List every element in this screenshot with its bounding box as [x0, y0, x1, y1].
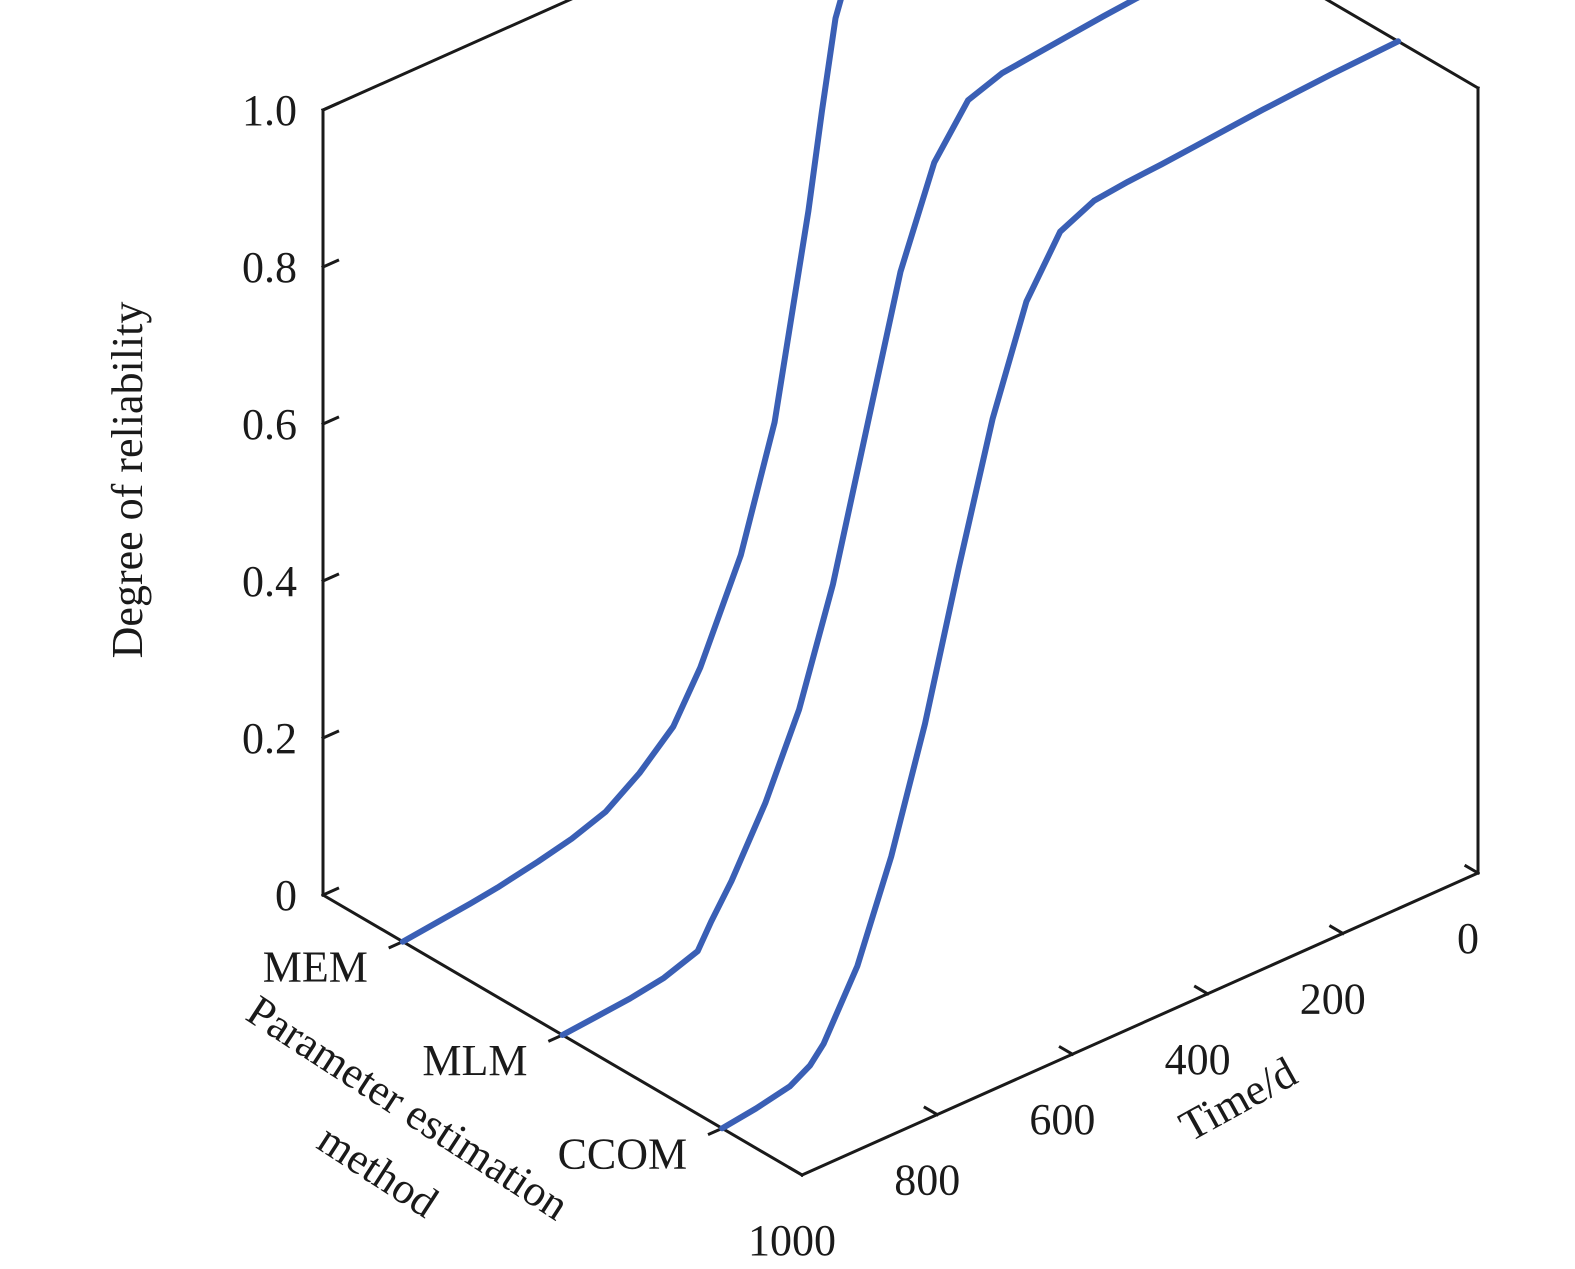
method-tick-label-mem: MEM — [263, 943, 368, 992]
time-tick-mark — [1463, 863, 1481, 876]
series-group — [399, 0, 1402, 1132]
z-tick-mark — [321, 729, 340, 740]
box-edge-right-top — [1324, 0, 1481, 91]
method-tick-label-ccom: CCOM — [558, 1129, 688, 1178]
z-tick-mark — [321, 572, 340, 583]
method-tick-label-mlm: MLM — [422, 1036, 527, 1085]
time-tick-label: 400 — [1165, 1035, 1231, 1084]
time-tick-label: 0 — [1457, 914, 1479, 963]
z-tick-label: 0.6 — [242, 400, 297, 449]
z-tick-mark — [321, 886, 340, 897]
z-tick-label: 0 — [275, 871, 297, 920]
series-line-ccom — [719, 38, 1402, 1132]
time-tick-label: 200 — [1300, 974, 1366, 1023]
z-tick-mark — [321, 258, 340, 269]
z-tick-label: 0.4 — [242, 557, 297, 606]
time-tick-label: 600 — [1029, 1095, 1095, 1144]
time-tick-mark — [1193, 984, 1210, 996]
time-tick-label: 1000 — [748, 1216, 836, 1265]
series-line-mlm — [559, 0, 1140, 1038]
time-tick-mark — [1058, 1045, 1075, 1057]
box-edge-front-right-base — [800, 871, 1480, 1177]
time-tick-label: 800 — [894, 1156, 960, 1205]
box-edge-back-top — [321, 0, 573, 112]
z-axis-label: Degree of reliability — [103, 302, 152, 659]
z-tick-label: 0.2 — [242, 714, 297, 763]
time-tick-mark — [787, 1165, 805, 1178]
time-tick-mark — [923, 1105, 940, 1117]
z-tick-mark — [321, 415, 340, 426]
z-tick-label: 1.0 — [242, 86, 297, 135]
z-tick-mark — [321, 101, 340, 112]
time-tick-mark — [1328, 924, 1345, 936]
series-line-mem — [399, 0, 844, 945]
z-tick-label: 0.8 — [242, 243, 297, 292]
